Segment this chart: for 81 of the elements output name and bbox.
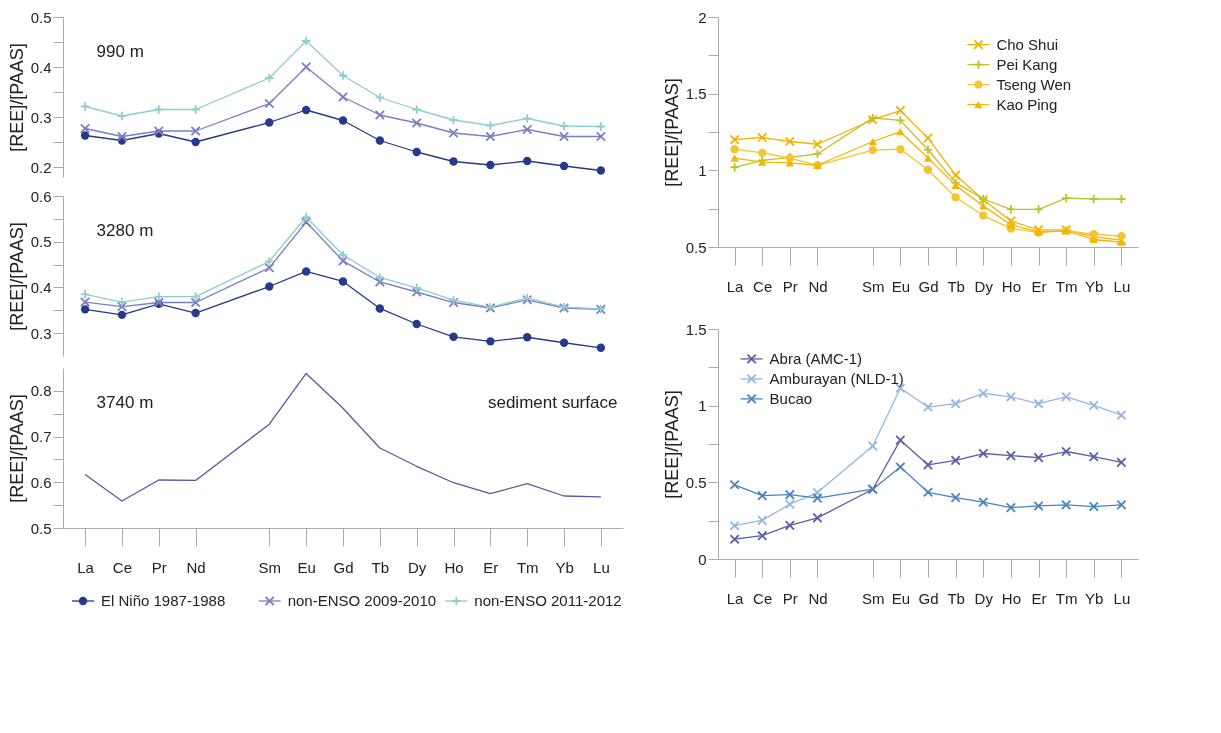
x-tick-label: La: [77, 558, 95, 576]
x-tick-label: Lu: [593, 558, 610, 576]
y-tick-label: 0.3: [30, 108, 52, 126]
legend-label: El Niño 1987-1988: [101, 592, 226, 609]
legend-label: Pei Kang: [996, 55, 1058, 73]
x-tick-label: La: [726, 277, 745, 295]
x-tick-label: Er: [1031, 589, 1047, 607]
x-tick-label: Ce: [112, 558, 133, 576]
x-tick-label: Pr: [782, 589, 798, 607]
x-tick-label: Tm: [516, 558, 539, 576]
x-tick-label: Ho: [1001, 589, 1021, 607]
y-axis-title: [REE]/[PAAS]: [661, 390, 682, 499]
y-tick-label: 0.5: [30, 519, 52, 537]
y-tick-label: 0.3: [30, 324, 52, 342]
x-tick-label: Dy: [408, 558, 427, 576]
x-tick-label: Gd: [333, 558, 354, 576]
x-tick-label: Tm: [1055, 277, 1078, 295]
y-tick-label: 1.5: [685, 85, 707, 103]
x-tick-label: Ho: [444, 558, 464, 576]
x-tick-label: Nd: [808, 589, 828, 607]
x-tick-label: Sm: [861, 589, 885, 607]
x-tick-label: Gd: [918, 277, 939, 295]
y-tick-label: 1.5: [685, 320, 707, 338]
x-tick-label: Pr: [151, 558, 167, 576]
legend-label: Amburayan (NLD-1): [769, 369, 904, 387]
annotation: sediment surface: [487, 393, 618, 413]
x-tick-label: Tm: [1055, 589, 1078, 607]
x-tick-label: Yb: [1085, 277, 1104, 295]
y-tick-label: 1: [698, 161, 707, 179]
x-tick-label: Pr: [782, 277, 798, 295]
y-axis-title: [REE]/[PAAS]: [6, 394, 27, 503]
legend-label: non-ENSO 2011-2012: [474, 592, 622, 609]
y-axis-title: [REE]/[PAAS]: [661, 78, 682, 187]
legend-label: Tseng Wen: [996, 75, 1072, 93]
y-tick-label: 0.6: [30, 187, 52, 205]
x-tick-label: Gd: [918, 589, 939, 607]
legend-label: Kao Ping: [996, 95, 1058, 113]
x-tick-label: Er: [483, 558, 499, 576]
y-tick-label: 0: [698, 550, 707, 568]
x-tick-label: Eu: [297, 558, 316, 576]
x-tick-label: Ho: [1001, 277, 1021, 295]
y-axis-title: [REE]/[PAAS]: [6, 43, 27, 152]
x-tick-label: Tb: [947, 277, 965, 295]
x-tick-label: Tb: [371, 558, 390, 576]
legend-label: Bucao: [769, 389, 813, 407]
y-tick-label: 0.5: [30, 8, 52, 26]
y-tick-label: 1: [698, 397, 707, 415]
annotation: 3280 m: [96, 221, 154, 241]
x-tick-label: Sm: [861, 277, 885, 295]
x-tick-label: Eu: [891, 589, 911, 607]
y-tick-label: 0.5: [685, 473, 707, 491]
x-tick-label: Nd: [808, 277, 828, 295]
y-tick-label: 0.5: [30, 233, 52, 251]
y-tick-label: 0.6: [30, 473, 52, 491]
x-tick-label: Dy: [974, 589, 994, 607]
y-tick-label: 0.7: [30, 428, 52, 446]
annotation: 990 m: [96, 42, 144, 62]
legend-label: Abra (AMC-1): [769, 349, 863, 367]
x-tick-label: Nd: [186, 558, 206, 576]
x-tick-label: Eu: [891, 277, 911, 295]
x-tick-label: Er: [1031, 277, 1047, 295]
x-tick-label: Sm: [258, 558, 282, 576]
x-tick-label: Ce: [753, 277, 773, 295]
y-tick-label: 2: [698, 8, 707, 26]
y-tick-label: 0.4: [30, 278, 52, 296]
x-tick-label: Lu: [1113, 589, 1131, 607]
legend-label: Cho Shui: [996, 35, 1059, 53]
x-tick-label: Dy: [974, 277, 994, 295]
y-tick-label: 0.4: [30, 58, 52, 76]
legend-label: non-ENSO 2009-2010: [287, 592, 437, 609]
y-axis-title: [REE]/[PAAS]: [6, 222, 27, 331]
y-tick-label: 0.5: [685, 238, 707, 256]
x-tick-label: Ce: [753, 589, 773, 607]
x-tick-label: Tb: [947, 589, 965, 607]
x-tick-label: Lu: [1113, 277, 1131, 295]
x-tick-label: Yb: [1085, 589, 1104, 607]
y-tick-label: 0.8: [30, 382, 52, 400]
x-tick-label: Yb: [555, 558, 574, 576]
annotation: 3740 m: [96, 393, 154, 413]
y-tick-label: 0.2: [30, 158, 52, 176]
x-tick-label: La: [726, 589, 745, 607]
